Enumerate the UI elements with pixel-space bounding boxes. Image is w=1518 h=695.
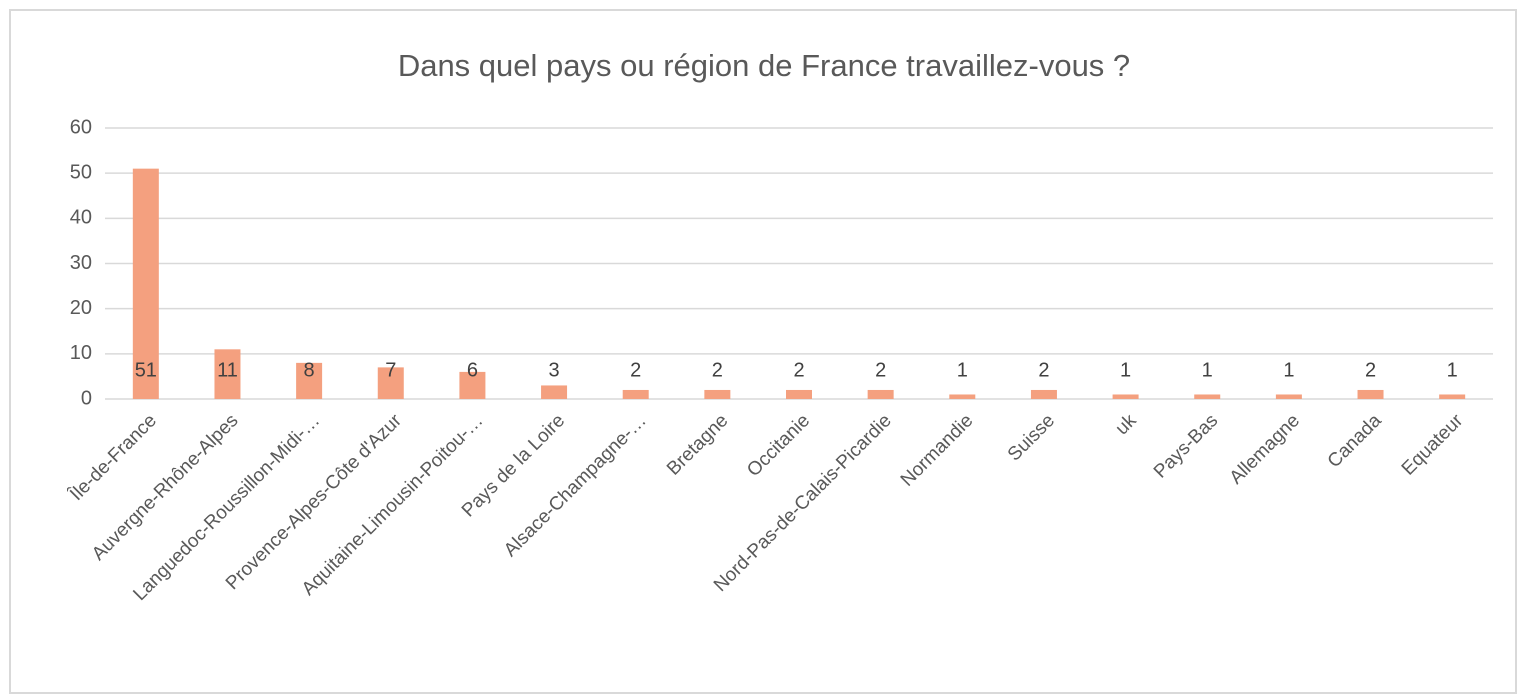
data-label: 1: [1120, 359, 1131, 381]
data-label: 1: [1202, 359, 1213, 381]
bar: [1357, 389, 1384, 399]
bar: [214, 349, 241, 399]
bar: [622, 389, 649, 399]
data-label: 6: [467, 359, 478, 381]
data-label: 1: [1447, 359, 1458, 381]
y-tick-label: 30: [70, 252, 92, 274]
bar: [1439, 394, 1466, 399]
data-label: 1: [957, 359, 968, 381]
bar: [296, 362, 323, 399]
bar: [459, 371, 486, 399]
chart-frame: [9, 9, 1517, 694]
y-tick-label: 60: [70, 116, 92, 138]
data-label: 8: [304, 359, 315, 381]
bar: [1275, 394, 1302, 399]
data-label: 1: [1283, 359, 1294, 381]
data-label: 2: [630, 359, 641, 381]
data-label: 51: [135, 359, 157, 381]
y-tick-label: 50: [70, 161, 92, 183]
bar: [1112, 394, 1139, 399]
bar: [377, 367, 404, 399]
chart-title: Dans quel pays ou région de France trava…: [398, 48, 1130, 83]
bar: [1194, 394, 1221, 399]
bar: [1030, 389, 1057, 399]
data-label: 7: [385, 359, 396, 381]
bar: [949, 394, 976, 399]
data-label: 3: [548, 359, 559, 381]
data-label: 2: [1365, 359, 1376, 381]
y-tick-label: 40: [70, 207, 92, 229]
y-tick-label: 0: [81, 387, 92, 409]
data-label: 2: [1038, 359, 1049, 381]
y-tick-label: 20: [70, 297, 92, 319]
data-label: 11: [217, 359, 238, 381]
bar: [867, 389, 894, 399]
y-tick-label: 10: [70, 342, 92, 364]
bar: [704, 389, 731, 399]
data-label: 2: [875, 359, 886, 381]
bar: [132, 168, 159, 399]
data-label: 2: [712, 359, 723, 381]
bar: [541, 385, 568, 399]
data-label: 2: [793, 359, 804, 381]
bar: [786, 389, 812, 399]
